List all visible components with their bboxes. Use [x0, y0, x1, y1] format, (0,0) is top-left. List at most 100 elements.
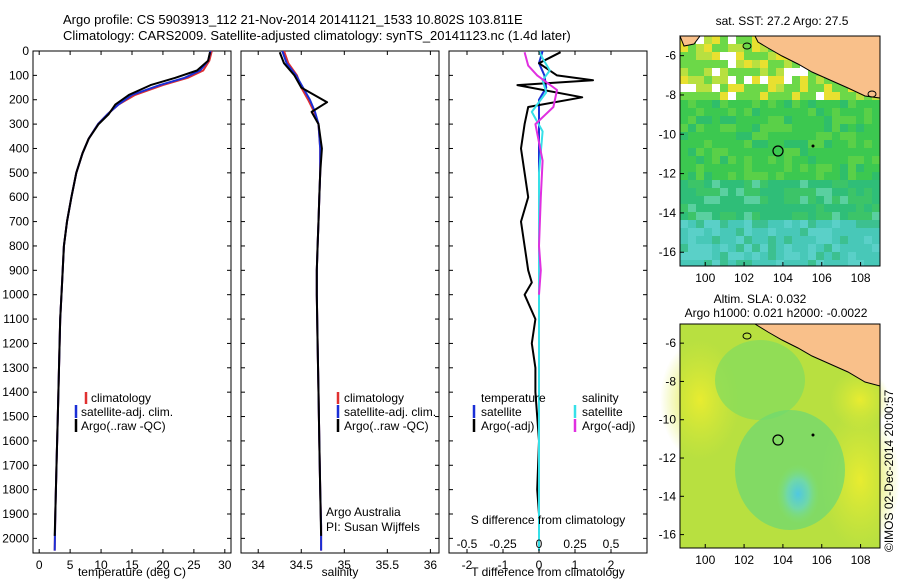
sst-cell: [728, 140, 736, 148]
sst-cell: [736, 124, 744, 132]
sst-cell: [824, 140, 832, 148]
sst-cell: [800, 156, 808, 164]
sst-cell: [712, 204, 720, 212]
sst-cell: [824, 196, 832, 204]
sst-cell: [752, 68, 760, 76]
figure-title-line1: Argo profile: CS 5903913_112 21-Nov-2014…: [63, 12, 523, 27]
sst-cell: [744, 140, 752, 148]
sst-cell: [768, 260, 776, 266]
sst-cell: [704, 196, 712, 204]
sst-cell: [792, 220, 800, 228]
sst-cell: [856, 92, 864, 100]
sst-cell: [832, 220, 840, 228]
sst-cell: [840, 188, 848, 196]
x-tick-label: 5: [67, 558, 74, 572]
sst-cell: [704, 44, 712, 52]
sst-cell: [688, 108, 696, 116]
sst-cell: [760, 148, 768, 156]
legend-label-argo: Argo(..raw -QC): [344, 419, 429, 433]
sst-cell: [680, 164, 688, 172]
sst-cell: [752, 124, 760, 132]
map-y-tick-label: -14: [659, 489, 677, 503]
sst-cell: [720, 244, 728, 252]
sst-cell: [800, 132, 808, 140]
x-tick-top-label: -0.25: [489, 537, 517, 551]
sst-cell: [760, 76, 768, 84]
sst-cell: [768, 108, 776, 116]
sst-cell: [808, 228, 816, 236]
sst-cell: [856, 228, 864, 236]
sst-cell: [832, 108, 840, 116]
sst-cell: [688, 76, 696, 84]
sst-cell: [696, 36, 704, 44]
y-tick-label: 1000: [2, 288, 29, 302]
sst-cell: [680, 196, 688, 204]
sst-cell: [840, 164, 848, 172]
sst-cell: [760, 52, 768, 60]
sst-cell: [800, 236, 808, 244]
sst-cell: [760, 252, 768, 260]
x-tick-label: 34: [252, 558, 266, 572]
sst-cell: [704, 260, 712, 266]
x-tick-label: -2: [462, 558, 473, 572]
sst-cell: [776, 196, 784, 204]
sst-cell: [768, 188, 776, 196]
sst-cell: [864, 148, 872, 156]
sst-cell: [856, 156, 864, 164]
sst-cell: [680, 236, 688, 244]
sst-cell: [800, 124, 808, 132]
sst-cell: [712, 100, 720, 108]
sst-cell: [712, 84, 720, 92]
sst-cell: [696, 212, 704, 220]
sst-cell: [832, 252, 840, 260]
sst-cell: [856, 252, 864, 260]
sst-cell: [816, 100, 824, 108]
sst-cell: [832, 92, 840, 100]
sst-cell: [712, 92, 720, 100]
sst-cell: [864, 100, 872, 108]
sst-cell: [872, 164, 880, 172]
sst-cell: [736, 92, 744, 100]
map-x-tick-label: 106: [812, 271, 832, 285]
sst-cell: [688, 228, 696, 236]
sst-cell: [736, 228, 744, 236]
sst-cell: [800, 180, 808, 188]
sst-cell: [792, 148, 800, 156]
sst-cell: [728, 124, 736, 132]
sst-cell: [840, 156, 848, 164]
sst-cell: [728, 148, 736, 156]
figure-title-line2: Climatology: CARS2009. Satellite-adjuste…: [63, 28, 571, 43]
sst-cell: [712, 164, 720, 172]
legend-label-satellite: satellite-adj. clim.: [344, 405, 436, 419]
sst-cell: [840, 140, 848, 148]
sst-cell: [728, 212, 736, 220]
y-tick-label: 2000: [2, 531, 29, 545]
sst-cell: [720, 236, 728, 244]
legend-label-s-argo: Argo(-adj): [582, 419, 635, 433]
y-tick-label: 600: [9, 190, 29, 204]
sst-cell: [704, 212, 712, 220]
sst-cell: [784, 236, 792, 244]
sst-cell: [816, 76, 824, 84]
y-tick-label: 1700: [2, 458, 29, 472]
sst-cell: [736, 100, 744, 108]
sst-cell: [776, 204, 784, 212]
y-tick-label: 500: [9, 166, 29, 180]
sst-cell: [760, 108, 768, 116]
sst-cell: [696, 172, 704, 180]
sst-cell: [784, 196, 792, 204]
map-y-tick-label: -16: [659, 528, 677, 542]
sst-cell: [824, 108, 832, 116]
x-tick-label: 35: [338, 558, 352, 572]
map-y-tick-label: -10: [659, 127, 677, 141]
difference-legend: temperature satellite Argo(-adj) salinit…: [472, 391, 635, 433]
sst-cell: [744, 164, 752, 172]
sst-cell: [800, 164, 808, 172]
sst-cell: [776, 68, 784, 76]
sst-cell: [776, 52, 784, 60]
sst-cell: [872, 204, 880, 212]
sst-cell: [752, 60, 760, 68]
sst-cell: [704, 172, 712, 180]
sst-cell: [768, 196, 776, 204]
y-tick-label: 1900: [2, 507, 29, 521]
